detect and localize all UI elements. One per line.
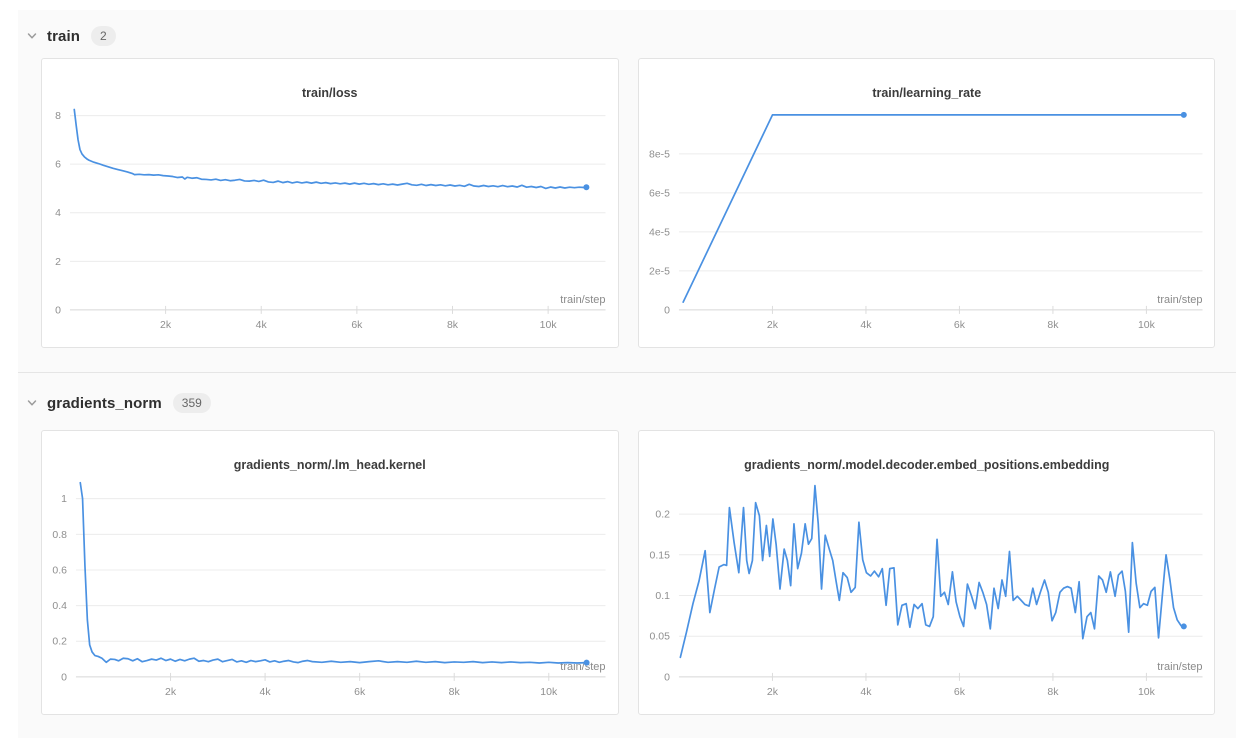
svg-text:4: 4 — [55, 208, 61, 219]
svg-text:4k: 4k — [860, 687, 872, 698]
svg-text:2: 2 — [55, 257, 61, 268]
svg-text:10k: 10k — [1137, 687, 1155, 698]
svg-text:6k: 6k — [953, 687, 965, 698]
chevron-down-icon[interactable] — [24, 395, 40, 411]
svg-text:train/step: train/step — [560, 661, 605, 673]
svg-text:0: 0 — [61, 672, 67, 683]
section-title: gradients_norm — [47, 394, 162, 412]
section-train: train 2 0 2 4 6 8 2k 4k 6k 8k 10k train/step train/… — [18, 10, 1236, 373]
svg-text:6k: 6k — [351, 320, 363, 331]
svg-text:train/step: train/step — [560, 294, 605, 306]
section-title: train — [47, 27, 81, 45]
svg-text:gradients_norm/.model.decoder.: gradients_norm/.model.decoder.embed_posi… — [744, 458, 1109, 472]
section-gradients-norm: gradients_norm 359 0 0.2 0.4 0.6 0.8 1 2k 4k 6k 8… — [18, 373, 1236, 715]
svg-text:8k: 8k — [447, 320, 459, 331]
line-chart-lm-head-kernel[interactable]: 0 0.2 0.4 0.6 0.8 1 2k 4k 6k 8k 10k train/step gradi… — [42, 431, 618, 714]
svg-text:8e-5: 8e-5 — [648, 149, 669, 160]
svg-text:8: 8 — [55, 111, 61, 122]
svg-text:0.6: 0.6 — [52, 565, 67, 576]
panel-train-loss: 0 2 4 6 8 2k 4k 6k 8k 10k train/step train/loss — [41, 58, 619, 348]
panel-train-learning-rate: 0 2e-5 4e-5 6e-5 8e-5 2k 4k 6k 8k 10k train/step tr… — [637, 58, 1215, 348]
svg-text:0.1: 0.1 — [655, 591, 670, 602]
svg-text:4k: 4k — [256, 320, 268, 331]
svg-text:2k: 2k — [165, 687, 177, 698]
svg-text:2e-5: 2e-5 — [648, 266, 669, 277]
panel-count-badge: 2 — [91, 26, 116, 46]
svg-text:2k: 2k — [766, 687, 778, 698]
svg-text:2k: 2k — [766, 320, 778, 331]
svg-text:0: 0 — [664, 672, 670, 683]
svg-text:10k: 10k — [540, 687, 558, 698]
svg-text:6k: 6k — [354, 687, 366, 698]
svg-text:train/loss: train/loss — [302, 86, 357, 100]
svg-text:8k: 8k — [1047, 320, 1059, 331]
line-chart-embed-positions[interactable]: 0 0.05 0.1 0.15 0.2 2k 4k 6k 8k 10k train/step grad… — [639, 431, 1215, 714]
svg-text:4e-5: 4e-5 — [648, 227, 669, 238]
svg-text:train/step: train/step — [1157, 294, 1202, 306]
svg-text:10k: 10k — [1137, 320, 1155, 331]
svg-text:0.4: 0.4 — [52, 601, 67, 612]
svg-text:1: 1 — [61, 494, 67, 505]
svg-text:0.15: 0.15 — [649, 550, 670, 561]
section-gradients-norm-header[interactable]: gradients_norm 359 — [18, 389, 1236, 417]
panel-gradients-norm-lm-head-kernel: 0 0.2 0.4 0.6 0.8 1 2k 4k 6k 8k 10k train/step gradi… — [41, 430, 619, 715]
section-train-header[interactable]: train 2 — [18, 22, 1236, 50]
svg-text:0: 0 — [664, 305, 670, 316]
svg-text:gradients_norm/.lm_head.kernel: gradients_norm/.lm_head.kernel — [234, 458, 426, 472]
svg-text:0.8: 0.8 — [52, 530, 67, 541]
chevron-down-icon[interactable] — [24, 28, 40, 44]
svg-text:0: 0 — [55, 305, 61, 316]
svg-text:train/learning_rate: train/learning_rate — [872, 86, 981, 100]
panels-row: 0 0.2 0.4 0.6 0.8 1 2k 4k 6k 8k 10k train/step gradi… — [18, 430, 1236, 715]
panel-count-badge: 359 — [172, 393, 211, 413]
panel-dashboard: train 2 0 2 4 6 8 2k 4k 6k 8k 10k train/step train/… — [18, 10, 1236, 738]
svg-text:0.2: 0.2 — [52, 637, 67, 648]
svg-text:train/step: train/step — [1157, 661, 1202, 673]
line-chart-train-learning-rate[interactable]: 0 2e-5 4e-5 6e-5 8e-5 2k 4k 6k 8k 10k train/step tr… — [639, 59, 1215, 347]
svg-text:8k: 8k — [1047, 687, 1059, 698]
svg-text:4k: 4k — [860, 320, 872, 331]
svg-text:4k: 4k — [260, 687, 272, 698]
svg-text:0.2: 0.2 — [655, 510, 670, 521]
svg-text:2k: 2k — [160, 320, 172, 331]
line-chart-train-loss[interactable]: 0 2 4 6 8 2k 4k 6k 8k 10k train/step train/loss — [42, 59, 618, 347]
panels-row: 0 2 4 6 8 2k 4k 6k 8k 10k train/step train/loss 0 2e… — [18, 58, 1236, 348]
panel-gradients-norm-embed-positions: 0 0.05 0.1 0.15 0.2 2k 4k 6k 8k 10k train/step grad… — [637, 430, 1215, 715]
svg-text:8k: 8k — [449, 687, 461, 698]
svg-text:0.05: 0.05 — [649, 632, 670, 643]
svg-text:10k: 10k — [540, 320, 558, 331]
svg-text:6e-5: 6e-5 — [648, 188, 669, 199]
svg-text:6: 6 — [55, 160, 61, 171]
svg-text:6k: 6k — [953, 320, 965, 331]
